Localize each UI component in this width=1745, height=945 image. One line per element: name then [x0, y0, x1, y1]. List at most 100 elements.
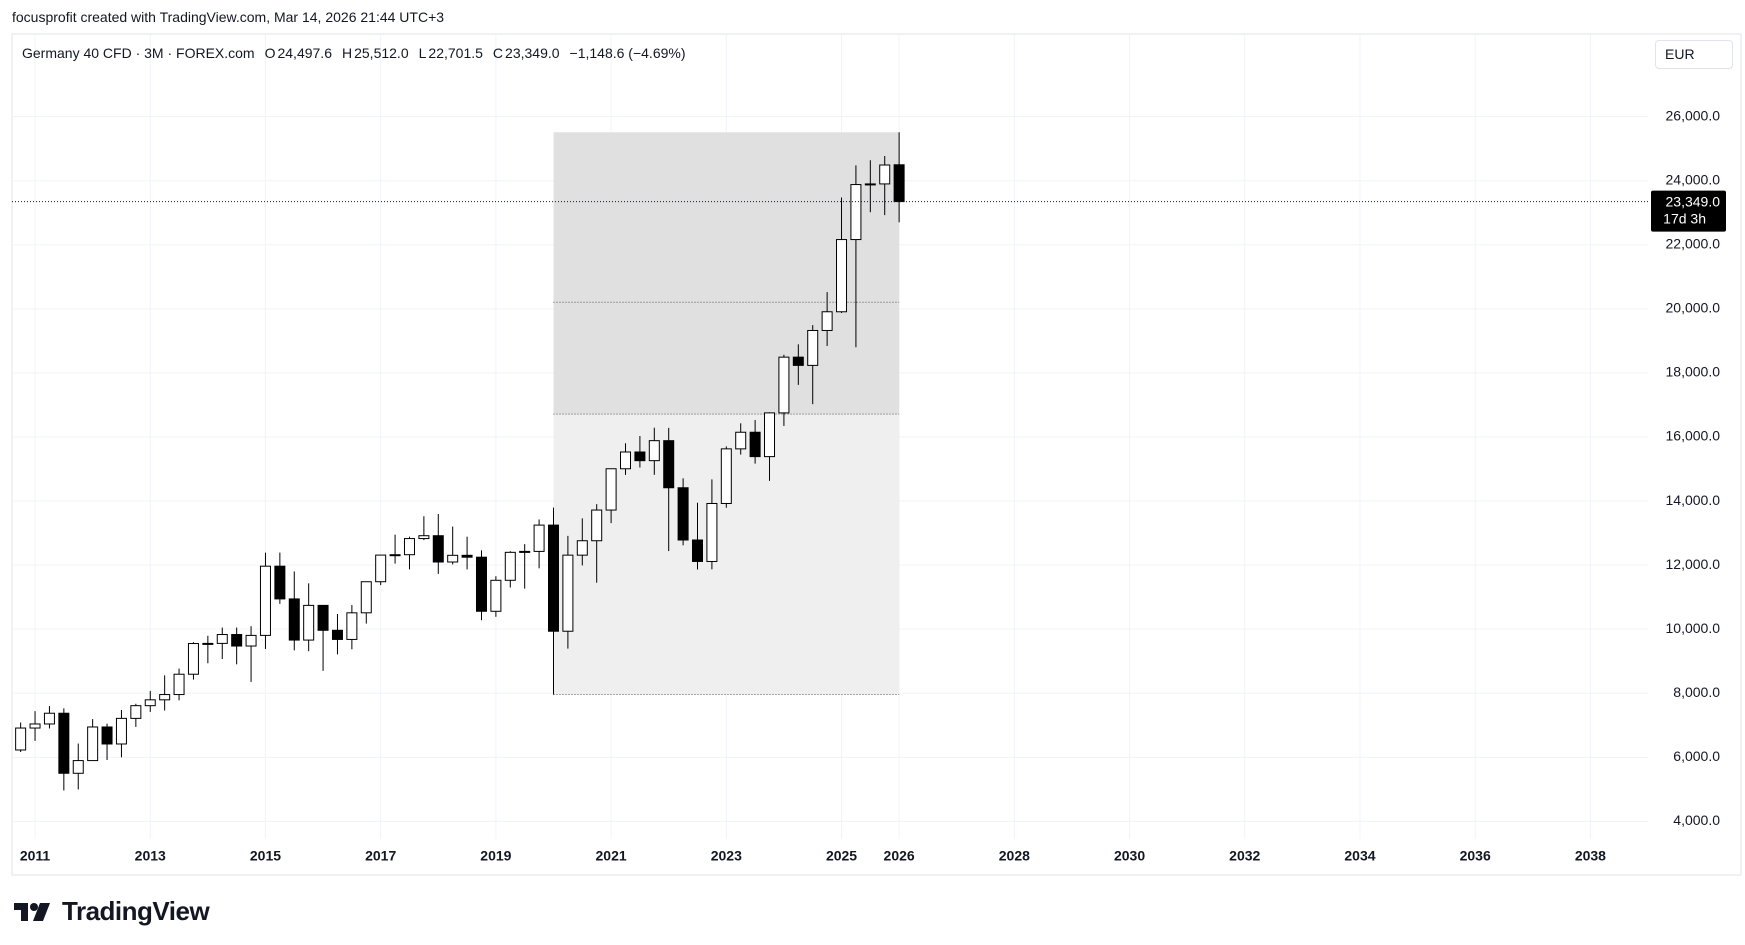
- candle-body: [850, 184, 862, 241]
- candle-body: [634, 451, 646, 462]
- candle-body: [519, 550, 531, 553]
- candle-body: [130, 705, 142, 719]
- candle-body: [72, 760, 84, 774]
- y-tick-label: 26,000.0: [1666, 107, 1721, 123]
- ohlc-value: 23,349.0: [505, 45, 560, 61]
- ohlc-item: H 25,512.0: [342, 45, 409, 61]
- candle-body: [418, 535, 430, 540]
- candle-body: [274, 565, 286, 600]
- candle-body: [259, 565, 271, 636]
- branding: TradingView: [14, 896, 210, 927]
- candle-body: [735, 431, 747, 450]
- candle-body: [216, 634, 228, 644]
- y-tick-label: 14,000.0: [1666, 492, 1721, 508]
- ohlc-item: O 24,497.6: [265, 45, 332, 61]
- candle-body: [375, 554, 387, 583]
- candle-body: [331, 629, 343, 640]
- candle-body: [547, 524, 559, 632]
- y-tick-label: 16,000.0: [1666, 428, 1721, 444]
- x-tick-label: 2026: [884, 848, 915, 864]
- price-label-box: [1651, 190, 1726, 232]
- x-tick-label: 2034: [1344, 848, 1375, 864]
- candle-body: [821, 311, 833, 331]
- candle-body: [792, 356, 804, 366]
- ohlc-item: C 23,349.0: [493, 45, 560, 61]
- candle-body: [101, 726, 113, 745]
- candle-body: [403, 538, 415, 556]
- attribution: focusprofit created with TradingView.com…: [12, 9, 445, 25]
- x-tick-label: 2032: [1229, 848, 1260, 864]
- candle-body: [317, 604, 329, 631]
- x-tick-label: 2023: [711, 848, 742, 864]
- candle-body: [576, 540, 588, 556]
- candle-body: [864, 183, 876, 186]
- candle-body: [288, 598, 300, 641]
- candle-body: [87, 726, 99, 762]
- x-tick-label: 2013: [135, 848, 166, 864]
- symbol-legend: Germany 40 CFD · 3M · FOREX.com O 24,497.…: [22, 45, 686, 61]
- y-tick-label: 18,000.0: [1666, 364, 1721, 380]
- price-label: 23,349.0: [1666, 193, 1721, 209]
- ohlc-key: H: [341, 45, 353, 61]
- y-tick-label: 4,000.0: [1673, 812, 1720, 828]
- candle-body: [692, 539, 704, 562]
- candle-body: [15, 727, 27, 751]
- candle-body: [173, 673, 185, 696]
- candle-body: [231, 634, 243, 647]
- candles: [15, 132, 905, 791]
- candle-body: [461, 554, 473, 558]
- range-zone-upper: [553, 132, 900, 415]
- x-tick-label: 2025: [826, 848, 857, 864]
- y-tick-label: 10,000.0: [1666, 620, 1721, 636]
- x-tick-label: 2028: [999, 848, 1030, 864]
- currency-button[interactable]: EUR: [1655, 40, 1733, 69]
- candle-body: [202, 642, 214, 645]
- candle-body: [562, 554, 574, 632]
- y-tick-label: 8,000.0: [1673, 684, 1720, 700]
- candle-body: [807, 329, 819, 366]
- chart-frame: [11, 33, 1742, 876]
- x-tick-label: 2015: [250, 848, 281, 864]
- range-box: [553, 132, 900, 696]
- candle-body: [245, 634, 257, 647]
- y-tick-label: 20,000.0: [1666, 300, 1721, 316]
- grid: [12, 34, 1648, 839]
- candle-body: [504, 551, 516, 581]
- candle-body: [591, 509, 603, 542]
- candle-body: [893, 164, 905, 203]
- x-tick-label: 2017: [365, 848, 396, 864]
- x-tick-label: 2030: [1114, 848, 1145, 864]
- ohlc-key: O: [264, 45, 276, 61]
- candle-body: [749, 431, 761, 458]
- candle-body: [706, 502, 718, 562]
- candle-body: [144, 699, 156, 707]
- x-tick-label: 2021: [596, 848, 627, 864]
- ohlc-value: 22,701.5: [428, 45, 483, 61]
- y-tick-label: 6,000.0: [1673, 748, 1720, 764]
- candle-body: [764, 412, 776, 458]
- ohlc-key: L: [418, 45, 427, 61]
- x-tick-label: 2019: [480, 848, 511, 864]
- candle-body: [187, 643, 199, 675]
- candle-body: [836, 239, 848, 313]
- x-tick-label: 2011: [20, 848, 51, 864]
- candle-body: [303, 604, 315, 641]
- candle-body: [620, 451, 631, 470]
- candle-body: [663, 440, 675, 489]
- ohlc-value: 24,497.6: [277, 45, 332, 61]
- candle-body: [447, 554, 459, 563]
- candle-body: [677, 487, 689, 541]
- ohlc-value: 25,512.0: [354, 45, 409, 61]
- y-tick-label: 24,000.0: [1666, 171, 1721, 187]
- candle-body: [879, 164, 891, 185]
- candle-body: [43, 712, 55, 725]
- candle-body: [29, 723, 41, 729]
- ohlc-key: C: [492, 45, 504, 61]
- candle-body: [720, 448, 732, 504]
- candle-body: [475, 556, 487, 612]
- y-tick-label: 12,000.0: [1666, 556, 1721, 572]
- candle-body: [648, 440, 660, 462]
- candle-body: [432, 535, 444, 563]
